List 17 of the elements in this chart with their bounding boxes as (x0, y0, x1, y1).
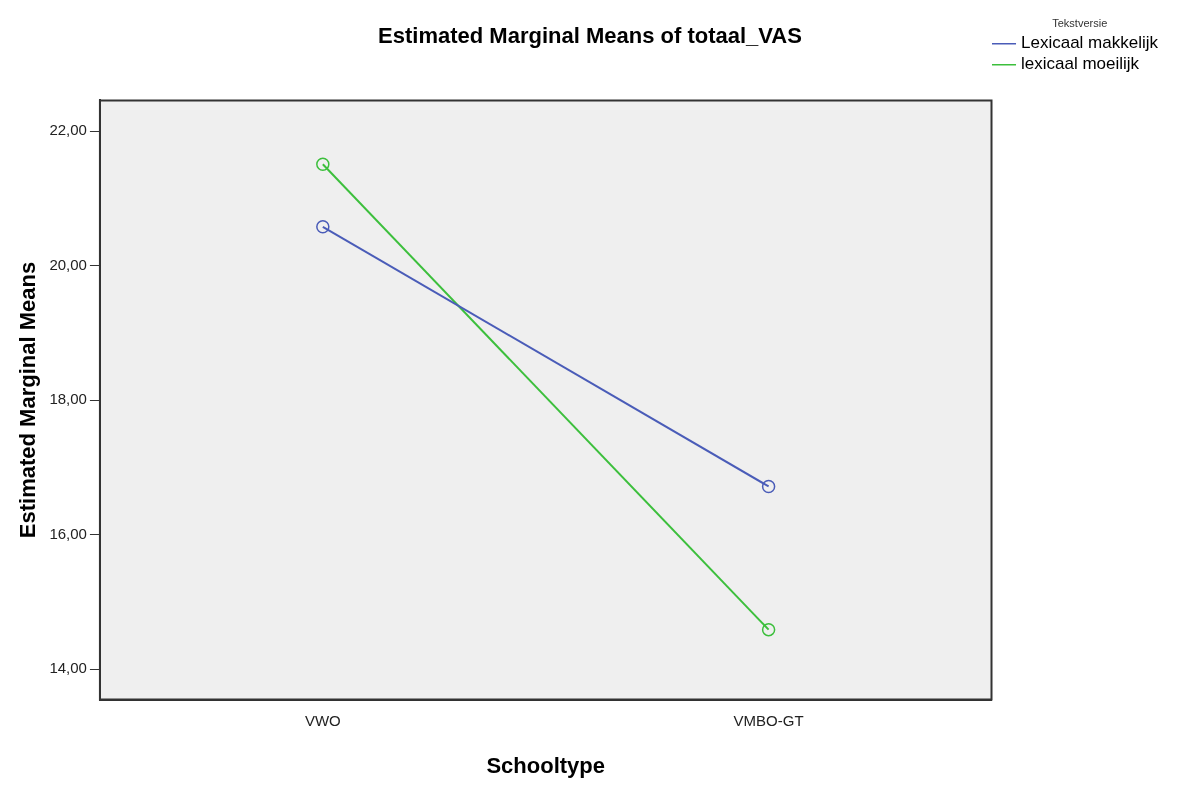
legend-label: lexicaal moeilijk (1021, 54, 1140, 74)
point (316, 157, 330, 172)
x-tick-label: VWO (304, 711, 341, 729)
chart-title: Estimated Marginal Means of totaal_VAS (378, 23, 802, 49)
y-tick-label: 18,00 (49, 390, 87, 408)
y-tick-label: 22,00 (49, 121, 87, 139)
y-tick-label: 20,00 (49, 255, 87, 273)
x-tick-label: VMBO-GT (733, 711, 804, 729)
y-tick-label: 16,00 (49, 524, 87, 542)
legend-label: Lexicaal makkelijk (1021, 33, 1159, 53)
y-tick-label: 14,00 (49, 659, 87, 677)
point (316, 220, 330, 234)
point (761, 622, 776, 637)
point (761, 479, 776, 494)
x-axis-title: Schooltype (486, 752, 606, 778)
legend-title: Tekstversie (1052, 16, 1108, 29)
y-axis-title: Estimated Marginal Means (15, 261, 41, 539)
